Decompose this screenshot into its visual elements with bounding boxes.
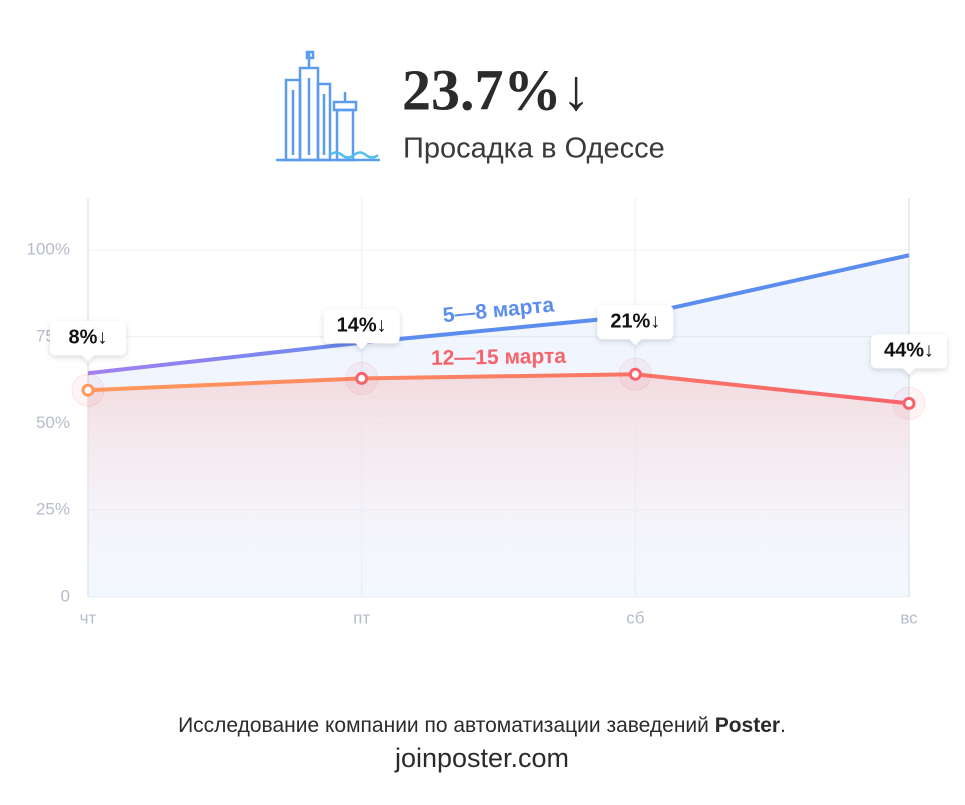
drop-badge: 44%↓ bbox=[871, 334, 948, 375]
marker bbox=[355, 371, 369, 385]
legend-label: 5—8 марта bbox=[442, 293, 556, 327]
y-tick-label: 100% bbox=[27, 240, 70, 259]
x-tick-label: вс bbox=[900, 608, 918, 627]
marker bbox=[81, 383, 95, 397]
footer-text: Исследование компании по автоматизации з… bbox=[178, 714, 715, 737]
x-tick-label: сб bbox=[626, 608, 645, 627]
drop-label: 14%↓ bbox=[337, 315, 387, 337]
area bbox=[88, 374, 909, 597]
title: 23.7%↓ bbox=[402, 57, 591, 122]
legend-label: 12—15 марта bbox=[431, 345, 567, 370]
footer-brand: Poster bbox=[715, 714, 780, 737]
series-line bbox=[87, 253, 910, 376]
y-tick-label: 25% bbox=[36, 500, 70, 519]
series-line bbox=[87, 372, 910, 406]
x-tick-label: чт bbox=[80, 608, 97, 627]
drop-badge: 14%↓ bbox=[323, 309, 400, 350]
y-tick-label: 0 bbox=[61, 586, 70, 605]
marker bbox=[628, 367, 642, 381]
subtitle: Просадка в Одессе bbox=[403, 133, 665, 165]
drop-badge: 8%↓ bbox=[50, 321, 126, 362]
badge-box bbox=[323, 309, 400, 350]
x-tick-label: пт bbox=[353, 608, 370, 627]
footer-end: . bbox=[780, 714, 786, 737]
badge-box bbox=[50, 321, 126, 362]
badge-box bbox=[597, 305, 674, 346]
marker bbox=[902, 396, 916, 410]
drop-label: 44%↓ bbox=[884, 340, 934, 362]
drop-badge: 21%↓ bbox=[597, 305, 674, 346]
drop-label: 21%↓ bbox=[610, 311, 660, 333]
badge-box bbox=[871, 334, 948, 375]
y-tick-label: 50% bbox=[36, 413, 70, 432]
city-icon bbox=[276, 50, 380, 162]
drop-label: 8%↓ bbox=[69, 326, 108, 348]
footer: Исследование компании по автоматизации з… bbox=[178, 714, 786, 737]
footer-url: joinposter.com bbox=[394, 743, 569, 773]
